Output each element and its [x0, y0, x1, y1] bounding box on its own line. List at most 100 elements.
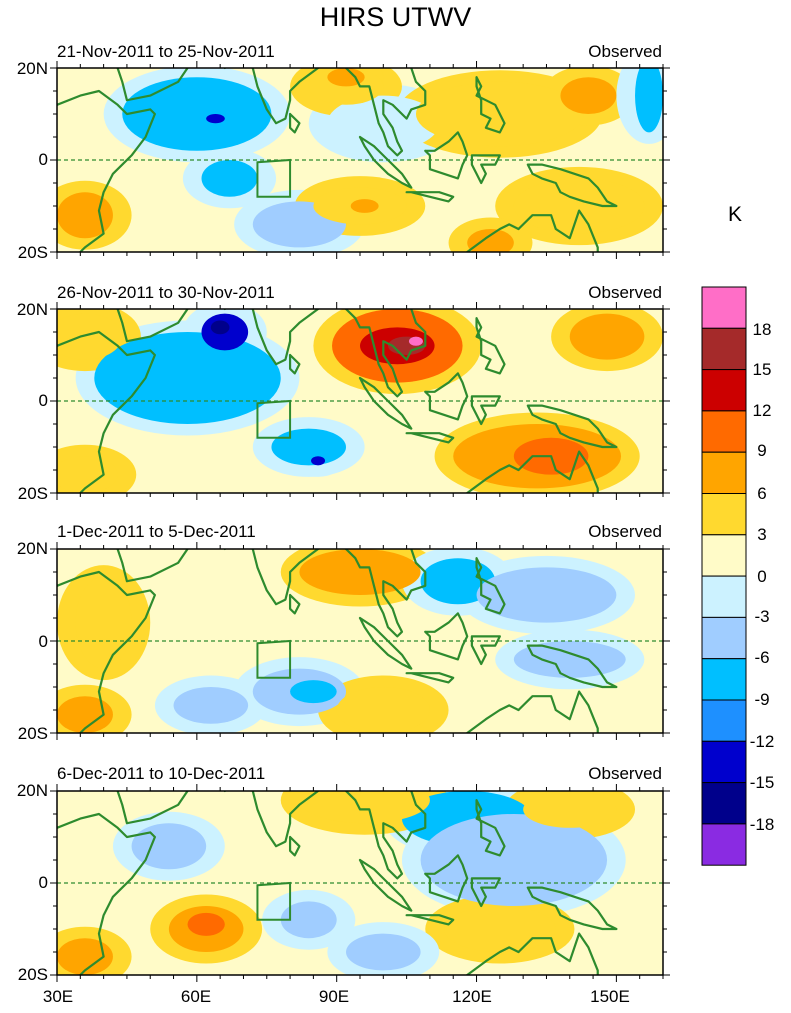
colorbar-swatch [701, 823, 747, 866]
anomaly-contour [94, 332, 281, 424]
coastline [288, 112, 301, 134]
coastline [288, 353, 301, 375]
target-box [256, 158, 292, 198]
panel-3-label: Observed [588, 522, 662, 541]
coastline [526, 163, 618, 208]
coastline [116, 791, 189, 825]
coastline [116, 309, 189, 343]
anomaly-contour [173, 687, 249, 724]
coastline [344, 791, 427, 880]
coastline [517, 450, 599, 493]
colorbar-label: 3 [757, 525, 767, 544]
coastline [475, 317, 506, 375]
coastline [57, 330, 156, 493]
map-panel-3 [50, 542, 670, 740]
panel-3-title: 1-Dec-2011 to 5-Dec-2011 [57, 522, 256, 541]
colorbar-label: -3 [754, 607, 770, 626]
coastline [358, 616, 413, 670]
colorbar-label: 12 [752, 401, 772, 420]
anomaly-contour [311, 456, 326, 466]
coastline [288, 835, 301, 857]
anomaly-contour [513, 178, 645, 234]
anomaly-contour [122, 77, 272, 151]
y-tick-label: 20N [16, 59, 48, 78]
y-tick-label: 20S [17, 724, 48, 743]
colorbar-label: -12 [749, 732, 775, 751]
colorbar-swatch [701, 616, 747, 660]
coastline [223, 549, 320, 606]
anomaly-contour [327, 68, 365, 87]
coastline [526, 404, 618, 449]
y-tick-label: 0 [38, 632, 48, 651]
colorbar-swatch [701, 658, 747, 701]
colorbar-label: 15 [752, 360, 772, 379]
x-tick-label: 90E [318, 987, 350, 1006]
anomaly-contour [443, 906, 556, 952]
anomaly-contour [523, 791, 617, 828]
colorbar-label: 0 [757, 567, 767, 586]
coastline [470, 154, 501, 185]
anomaly-contour [299, 549, 421, 595]
panel-2-label: Observed [588, 283, 662, 302]
colorbar-label: -6 [754, 648, 770, 667]
coastline [405, 432, 455, 444]
colorbar-swatch [701, 369, 747, 412]
y-tick-label: 20N [16, 781, 48, 800]
colorbar-swatch [701, 575, 747, 618]
anomaly-contour [187, 912, 225, 936]
anomaly-contour [271, 428, 347, 466]
anomaly-contour [336, 687, 430, 733]
anomaly-contour [280, 901, 337, 939]
coastline [344, 68, 427, 157]
colorbar-swatch [701, 410, 747, 453]
coastline [475, 76, 506, 134]
anomaly-contour [57, 192, 113, 239]
anomaly-contour [420, 814, 608, 906]
coastline [466, 223, 520, 252]
coastline [116, 68, 189, 102]
anomaly-contour [346, 933, 421, 971]
coastline [344, 309, 427, 398]
colorbar-swatch [701, 782, 747, 825]
coastline [223, 68, 320, 125]
coastline [57, 89, 156, 252]
coastline [116, 549, 189, 583]
y-tick-label: 20S [17, 484, 48, 503]
anomaly-contour [569, 313, 645, 360]
anomaly-contour [131, 823, 207, 870]
x-tick-label: 60E [180, 987, 212, 1006]
map-panel-2 [50, 302, 670, 500]
map-panel-1 [50, 61, 670, 259]
panel-2-title: 26-Nov-2011 to 30-Nov-2011 [57, 283, 275, 302]
colorbar-swatch [701, 740, 747, 784]
panel-1-title: 21-Nov-2011 to 25-Nov-2011 [57, 42, 275, 61]
target-box [256, 639, 292, 679]
colorbar-swatch [701, 493, 747, 536]
y-tick-label: 0 [38, 150, 48, 169]
figure-title: HIRS UTWV [319, 2, 472, 32]
anomaly-contour [476, 567, 617, 623]
panel-1-label: Observed [588, 42, 662, 61]
colorbar-label: -9 [754, 690, 770, 709]
coastline [470, 395, 501, 426]
target-box [256, 399, 292, 439]
colorbar-swatch [701, 327, 747, 371]
colorbar-swatch [701, 451, 747, 495]
map-panel-4 [50, 784, 670, 982]
anomaly-contour [206, 114, 225, 124]
anomaly-contour [57, 938, 113, 975]
coastline [526, 644, 618, 689]
coastline [526, 886, 618, 931]
y-tick-label: 0 [38, 873, 48, 892]
coastline [358, 135, 413, 189]
anomaly-contour [210, 320, 230, 335]
coastline [475, 557, 506, 615]
colorbar-swatch [701, 534, 747, 577]
coastline [405, 672, 455, 684]
colorbar-label: -18 [749, 815, 775, 834]
anomaly-contour [75, 576, 132, 669]
coastline [517, 209, 599, 252]
anomaly-contour [350, 199, 379, 213]
coastline [470, 635, 501, 666]
